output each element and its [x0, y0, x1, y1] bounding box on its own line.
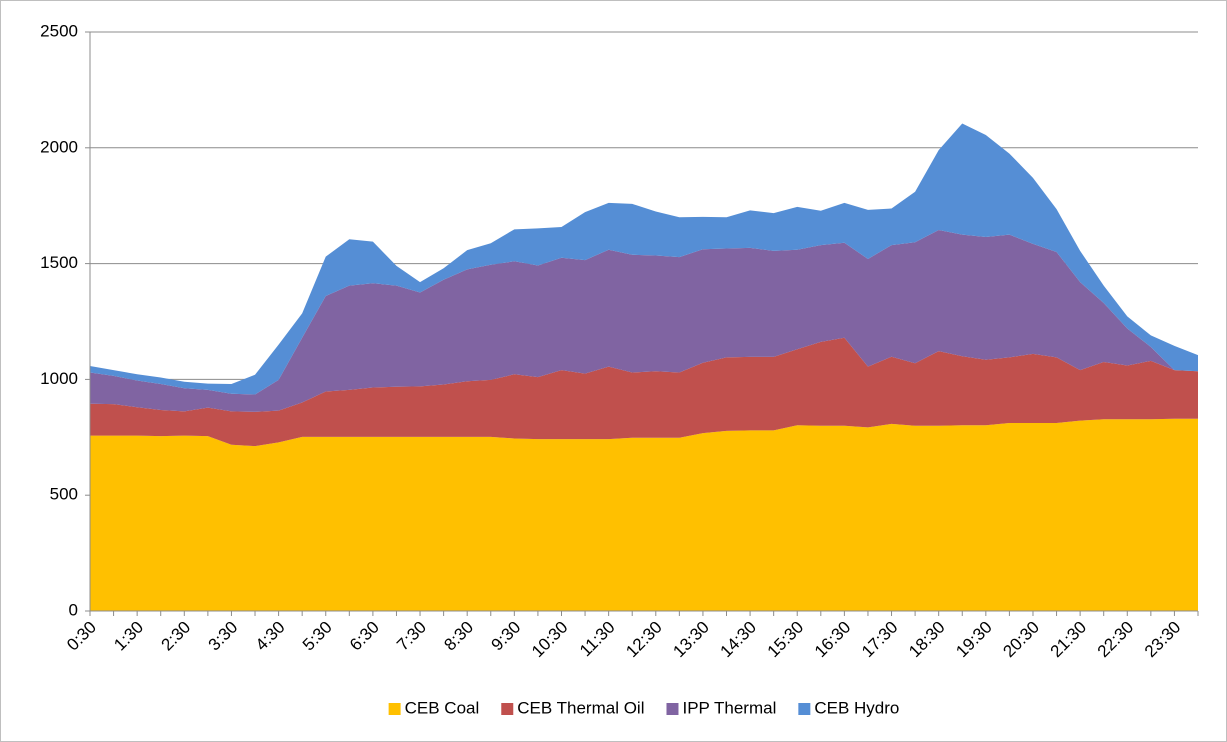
y-tick-label: 1500	[40, 253, 78, 272]
legend-swatch	[666, 703, 679, 715]
y-tick-label: 2000	[40, 137, 78, 156]
area	[90, 418, 1198, 611]
y-tick-label: 1000	[40, 369, 78, 388]
legend-swatch	[501, 703, 514, 715]
legend-swatch	[388, 703, 401, 715]
legend-label: CEB Coal	[405, 698, 480, 717]
y-tick-label: 2500	[40, 21, 78, 40]
legend-swatch	[798, 703, 811, 715]
area	[90, 123, 1198, 395]
area	[90, 337, 1198, 447]
legend-label: IPP Thermal	[682, 698, 776, 717]
legend-label: CEB Thermal Oil	[517, 698, 644, 717]
y-tick-label: 0	[69, 600, 78, 619]
area	[90, 230, 1198, 412]
legend: CEB Coal CEB Thermal Oil IPP Thermal CEB Hy…	[388, 698, 899, 717]
legend-label: CEB Hydro	[814, 698, 899, 717]
y-tick-label: 500	[50, 485, 78, 504]
